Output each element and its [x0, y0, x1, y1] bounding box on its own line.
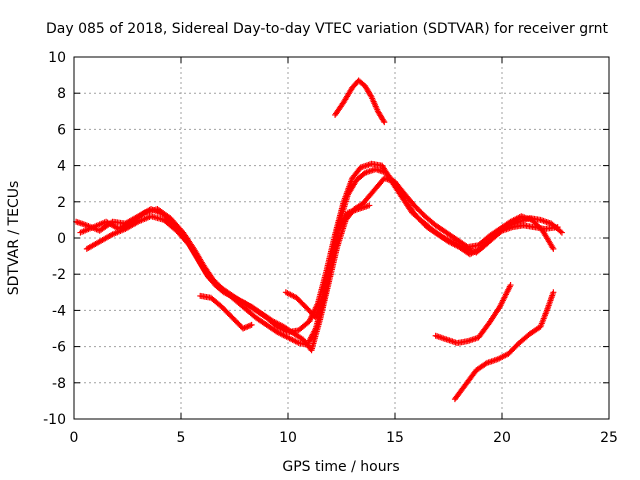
- data-point-marker: [557, 228, 564, 235]
- x-tick-label: 25: [600, 430, 618, 446]
- data-point-marker: [558, 229, 565, 236]
- data-point-marker: [550, 245, 557, 252]
- x-tick-label: 0: [70, 430, 79, 446]
- series-track-d: [197, 292, 255, 332]
- data-point-marker: [380, 117, 387, 124]
- y-tick-label: -10: [43, 412, 66, 428]
- series-track-e: [282, 202, 373, 321]
- y-tick-label: -6: [52, 340, 66, 356]
- axis-ticks: 0 5 10 15 20 25 -10 -8 -6 -4 -2 0 2 4 6 8 10: [43, 50, 618, 446]
- grid-lines: [74, 57, 609, 419]
- series-track-g: [432, 282, 514, 346]
- data-point-marker: [248, 321, 255, 328]
- y-tick-label: -2: [52, 267, 66, 283]
- x-tick-label: 15: [386, 430, 404, 446]
- y-axis-label: SDTVAR / TECUs: [6, 181, 22, 296]
- y-tick-label: -8: [52, 376, 66, 392]
- chart-title: Day 085 of 2018, Sidereal Day-to-day VTE…: [46, 21, 608, 37]
- data-point-marker: [366, 202, 373, 209]
- y-tick-label: -4: [52, 303, 66, 319]
- x-axis-label: GPS time / hours: [282, 459, 399, 475]
- y-tick-label: 2: [57, 195, 66, 211]
- series-track-h: [451, 289, 557, 403]
- y-tick-label: 10: [48, 50, 66, 66]
- y-tick-label: 0: [57, 231, 66, 247]
- data-point-marker: [554, 224, 561, 231]
- x-tick-label: 20: [493, 430, 511, 446]
- y-tick-label: 4: [57, 159, 66, 175]
- y-tick-label: 8: [57, 86, 66, 102]
- data-point-marker: [381, 119, 388, 126]
- series-track-f: [332, 77, 388, 126]
- data-point-marker: [550, 289, 557, 296]
- data-point-marker: [507, 282, 514, 289]
- y-tick-label: 6: [57, 122, 66, 138]
- data-marks: [73, 77, 565, 403]
- x-tick-label: 5: [177, 430, 186, 446]
- x-tick-label: 10: [279, 430, 297, 446]
